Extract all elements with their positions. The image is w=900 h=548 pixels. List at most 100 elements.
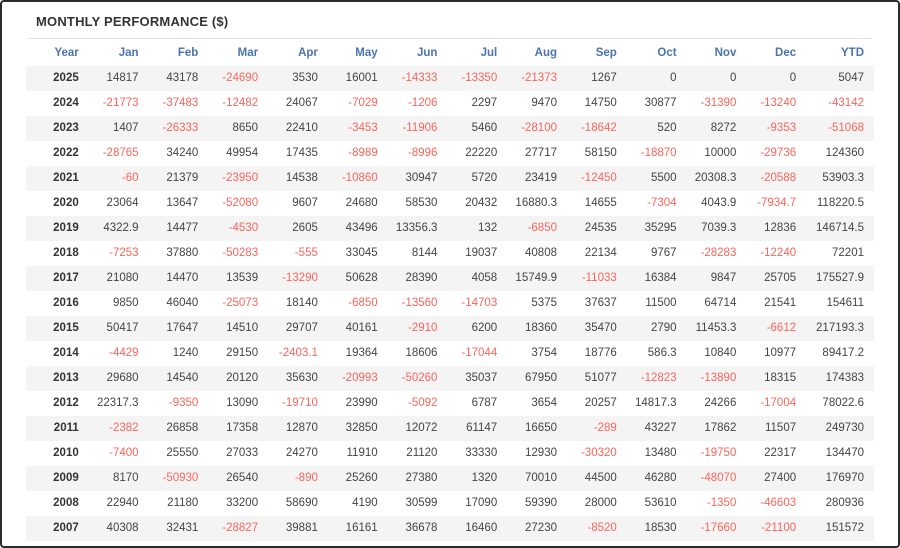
value-cell: 14470 <box>166 272 199 284</box>
value-cell: 36678 <box>405 522 438 534</box>
value-cell: 22317.3 <box>96 397 139 409</box>
value-cell: 13356.3 <box>395 222 438 234</box>
value-cell: 26858 <box>166 422 199 434</box>
value-cell: 174383 <box>825 372 864 384</box>
value-cell: -13890 <box>700 372 737 384</box>
value-cell: 27717 <box>525 147 557 159</box>
value-cell: 27033 <box>226 447 259 459</box>
value-cell: -37483 <box>162 97 199 109</box>
value-cell: -25073 <box>222 297 259 309</box>
value-cell: 58530 <box>405 197 438 209</box>
value-cell: 2605 <box>292 222 318 234</box>
value-cell: 50417 <box>106 322 139 334</box>
value-cell: 18530 <box>644 522 677 534</box>
value-cell: -7304 <box>647 197 677 209</box>
value-cell: 46040 <box>166 297 199 309</box>
value-cell: 40308 <box>106 522 139 534</box>
value-cell: 9847 <box>710 272 737 284</box>
value-cell: 46280 <box>644 472 677 484</box>
value-cell: 18315 <box>764 372 797 384</box>
value-cell: -12240 <box>760 247 797 259</box>
value-cell: 37880 <box>166 247 199 259</box>
value-cell: 21180 <box>167 497 199 509</box>
year-cell: 2010 <box>53 447 79 459</box>
value-cell: -9353 <box>766 122 797 134</box>
value-cell: 24266 <box>704 397 737 409</box>
value-cell: -18870 <box>640 147 677 159</box>
column-header-jan: Jan <box>118 47 139 59</box>
value-cell: 33330 <box>465 447 498 459</box>
value-cell: -26333 <box>162 122 199 134</box>
value-cell: 22940 <box>106 497 139 509</box>
value-cell: 20432 <box>465 197 498 209</box>
value-cell: -60 <box>121 172 139 184</box>
table-body: 2025 14817 43178 -24690 3530 16001 -14333 -1335… <box>26 66 874 541</box>
value-cell: -46603 <box>760 497 797 509</box>
value-cell: 217193.3 <box>816 322 864 334</box>
value-cell: -3453 <box>348 122 378 134</box>
value-cell: 154611 <box>826 297 864 309</box>
value-cell: 8144 <box>411 247 438 259</box>
title-divider <box>28 38 872 39</box>
value-cell: -12450 <box>580 172 617 184</box>
year-cell: 2022 <box>53 147 79 159</box>
value-cell: 2790 <box>650 322 677 334</box>
value-cell: 72201 <box>832 247 864 259</box>
value-cell: 53903.3 <box>822 172 864 184</box>
value-cell: -17044 <box>461 347 498 359</box>
value-cell: -52080 <box>222 197 259 209</box>
value-cell: 12836 <box>764 222 797 234</box>
table-row: 2020 23064 13647 -52080 9607 24680 58530 20432 1… <box>26 191 874 216</box>
value-cell: -4429 <box>109 347 139 359</box>
year-cell: 2013 <box>53 372 79 384</box>
value-cell: 15749.9 <box>515 272 557 284</box>
value-cell: 4043.9 <box>701 197 737 209</box>
value-cell: -1206 <box>408 97 438 109</box>
table-row: 2011 -2382 26858 17358 12870 32850 12072 61147 1… <box>26 416 874 441</box>
value-cell: 14510 <box>226 322 259 334</box>
year-cell: 2021 <box>53 172 79 184</box>
year-cell: 2009 <box>53 472 79 484</box>
value-cell: 24535 <box>584 222 617 234</box>
value-cell: 28390 <box>405 272 438 284</box>
value-cell: 4322.9 <box>103 222 139 234</box>
value-cell: -23950 <box>222 172 259 184</box>
value-cell: -21100 <box>761 522 797 534</box>
value-cell: -7400 <box>109 447 139 459</box>
value-cell: 19037 <box>465 247 498 259</box>
value-cell: 8170 <box>112 472 139 484</box>
value-cell: 24680 <box>345 197 378 209</box>
value-cell: 13090 <box>226 397 259 409</box>
value-cell: 16001 <box>345 72 378 84</box>
value-cell: 24067 <box>285 97 318 109</box>
value-cell: -30320 <box>580 447 617 459</box>
value-cell: -555 <box>294 247 318 259</box>
value-cell: 20257 <box>584 397 617 409</box>
table-row: 2019 4322.9 14477 -4530 2605 43496 13356.3 132 -… <box>26 216 874 241</box>
value-cell: -8989 <box>348 147 378 159</box>
value-cell: 13647 <box>166 197 199 209</box>
table-row: 2007 40308 32431 -28827 39881 16161 36678 16460… <box>26 516 874 541</box>
table-row: 2012 22317.3 -9350 13090 -19710 23990 -5092 678… <box>26 391 874 416</box>
value-cell: 59390 <box>525 497 557 509</box>
value-cell: 29680 <box>106 372 139 384</box>
value-cell: -50930 <box>162 472 199 484</box>
table-row: 2024 -21773 -37483 -12482 24067 -7029 -1206 229… <box>26 91 874 116</box>
value-cell: 40161 <box>345 322 378 334</box>
value-cell: 25550 <box>166 447 199 459</box>
value-cell: 146714.5 <box>816 222 864 234</box>
value-cell: 35295 <box>644 222 677 234</box>
table-header-row: Year Jan Feb Mar Apr May Jun Jul Aug Sep Oct Nov Dec… <box>26 39 874 66</box>
column-header-sep: Sep <box>595 47 617 59</box>
value-cell: 35037 <box>465 372 498 384</box>
value-cell: 44500 <box>584 472 617 484</box>
value-cell: 14817.3 <box>634 397 677 409</box>
value-cell: -13240 <box>760 97 797 109</box>
value-cell: 23419 <box>525 172 557 184</box>
value-cell: -28827 <box>222 522 259 534</box>
value-cell: -50283 <box>222 247 259 259</box>
value-cell: 30877 <box>644 97 677 109</box>
value-cell: 23064 <box>106 197 139 209</box>
value-cell: -28283 <box>700 247 737 259</box>
value-cell: 17647 <box>166 322 199 334</box>
